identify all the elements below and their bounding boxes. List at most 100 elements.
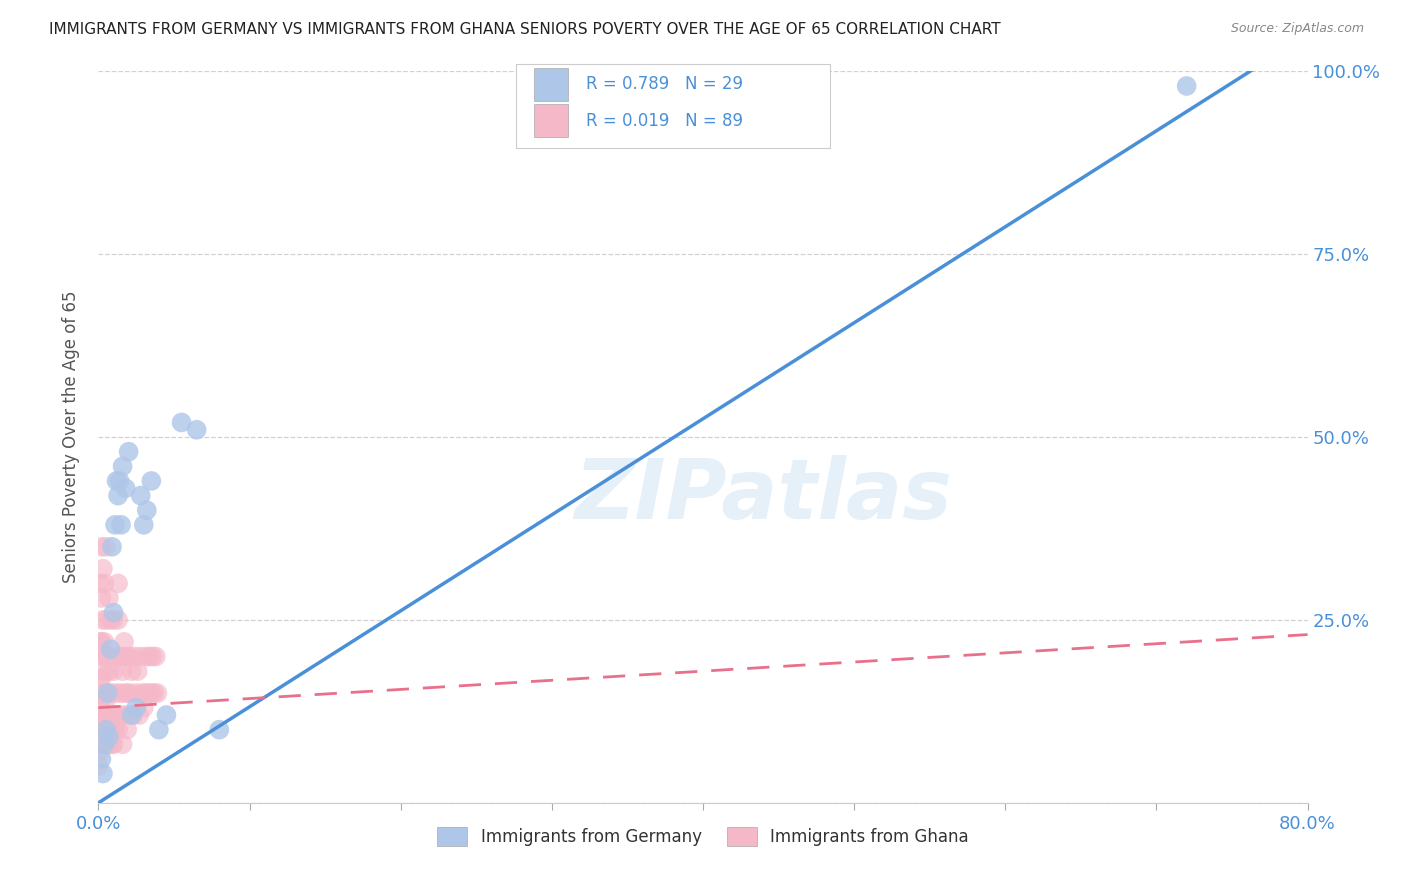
Point xyxy=(141,686,163,700)
Point xyxy=(91,649,114,664)
Point xyxy=(148,723,170,737)
Point xyxy=(103,664,125,678)
Point xyxy=(98,708,121,723)
Point xyxy=(110,708,132,723)
Point xyxy=(136,686,159,700)
Bar xyxy=(534,68,568,101)
Point xyxy=(98,591,121,605)
Point xyxy=(91,708,114,723)
Point xyxy=(115,686,138,700)
Point xyxy=(103,606,125,620)
Point xyxy=(107,576,129,591)
Point xyxy=(108,649,131,664)
Point xyxy=(135,649,157,664)
Point xyxy=(90,635,112,649)
Legend: Immigrants from Germany, Immigrants from Ghana: Immigrants from Germany, Immigrants from… xyxy=(430,821,976,853)
Point xyxy=(91,723,114,737)
Point xyxy=(142,649,165,664)
Point xyxy=(90,672,112,686)
Point xyxy=(118,649,141,664)
Point xyxy=(170,416,193,430)
Point xyxy=(89,723,111,737)
Point xyxy=(89,635,111,649)
Point xyxy=(94,613,117,627)
Point xyxy=(146,686,169,700)
Point xyxy=(93,664,115,678)
Point xyxy=(127,664,149,678)
Point xyxy=(100,723,122,737)
Point xyxy=(125,700,148,714)
Point xyxy=(100,642,122,657)
Point xyxy=(91,686,114,700)
Point xyxy=(132,517,155,532)
Point xyxy=(101,540,124,554)
Point xyxy=(93,576,115,591)
Point xyxy=(91,613,114,627)
Point xyxy=(94,737,117,751)
Bar xyxy=(534,104,568,137)
Point xyxy=(112,686,135,700)
Point xyxy=(90,693,112,707)
Point xyxy=(118,444,141,458)
Point xyxy=(105,649,128,664)
Point xyxy=(111,459,134,474)
Point xyxy=(90,591,112,605)
Point xyxy=(93,737,115,751)
Point xyxy=(124,649,146,664)
Point xyxy=(135,503,157,517)
Point xyxy=(114,708,136,723)
Point xyxy=(98,737,121,751)
Point xyxy=(131,686,153,700)
Point xyxy=(91,562,114,576)
Point xyxy=(121,708,143,723)
Point xyxy=(141,474,163,488)
Point xyxy=(105,474,128,488)
Text: Source: ZipAtlas.com: Source: ZipAtlas.com xyxy=(1230,22,1364,36)
Point xyxy=(89,745,111,759)
Point xyxy=(104,723,127,737)
Point xyxy=(96,723,118,737)
Point xyxy=(90,737,112,751)
Point xyxy=(89,576,111,591)
Point xyxy=(115,723,138,737)
Point xyxy=(122,708,145,723)
Y-axis label: Seniors Poverty Over the Age of 65: Seniors Poverty Over the Age of 65 xyxy=(62,291,80,583)
Point xyxy=(107,489,129,503)
Point xyxy=(90,752,112,766)
Point xyxy=(139,649,162,664)
Point xyxy=(111,664,134,678)
Point xyxy=(94,693,117,707)
Point xyxy=(121,664,143,678)
Point xyxy=(96,686,118,700)
Point xyxy=(105,708,128,723)
Point xyxy=(100,613,122,627)
Point xyxy=(125,686,148,700)
Text: ZIPatlas: ZIPatlas xyxy=(575,455,952,536)
Point xyxy=(107,613,129,627)
Point xyxy=(98,664,121,678)
Point xyxy=(91,766,114,780)
Text: R = 0.789   N = 29: R = 0.789 N = 29 xyxy=(586,75,742,94)
Point xyxy=(155,708,177,723)
Point xyxy=(94,708,117,723)
Point xyxy=(129,489,152,503)
Point xyxy=(114,649,136,664)
Point xyxy=(87,708,110,723)
Point xyxy=(1175,78,1198,93)
Point xyxy=(93,708,115,723)
Point xyxy=(103,708,125,723)
Point xyxy=(134,686,156,700)
Point xyxy=(93,635,115,649)
Point xyxy=(89,672,111,686)
Point xyxy=(108,474,131,488)
Point xyxy=(90,540,112,554)
Point xyxy=(120,686,142,700)
Point xyxy=(143,686,166,700)
Point xyxy=(93,737,115,751)
Point xyxy=(108,686,131,700)
Point xyxy=(96,649,118,664)
Point xyxy=(91,737,114,751)
Point xyxy=(87,759,110,773)
Point xyxy=(112,635,135,649)
Point xyxy=(101,708,124,723)
